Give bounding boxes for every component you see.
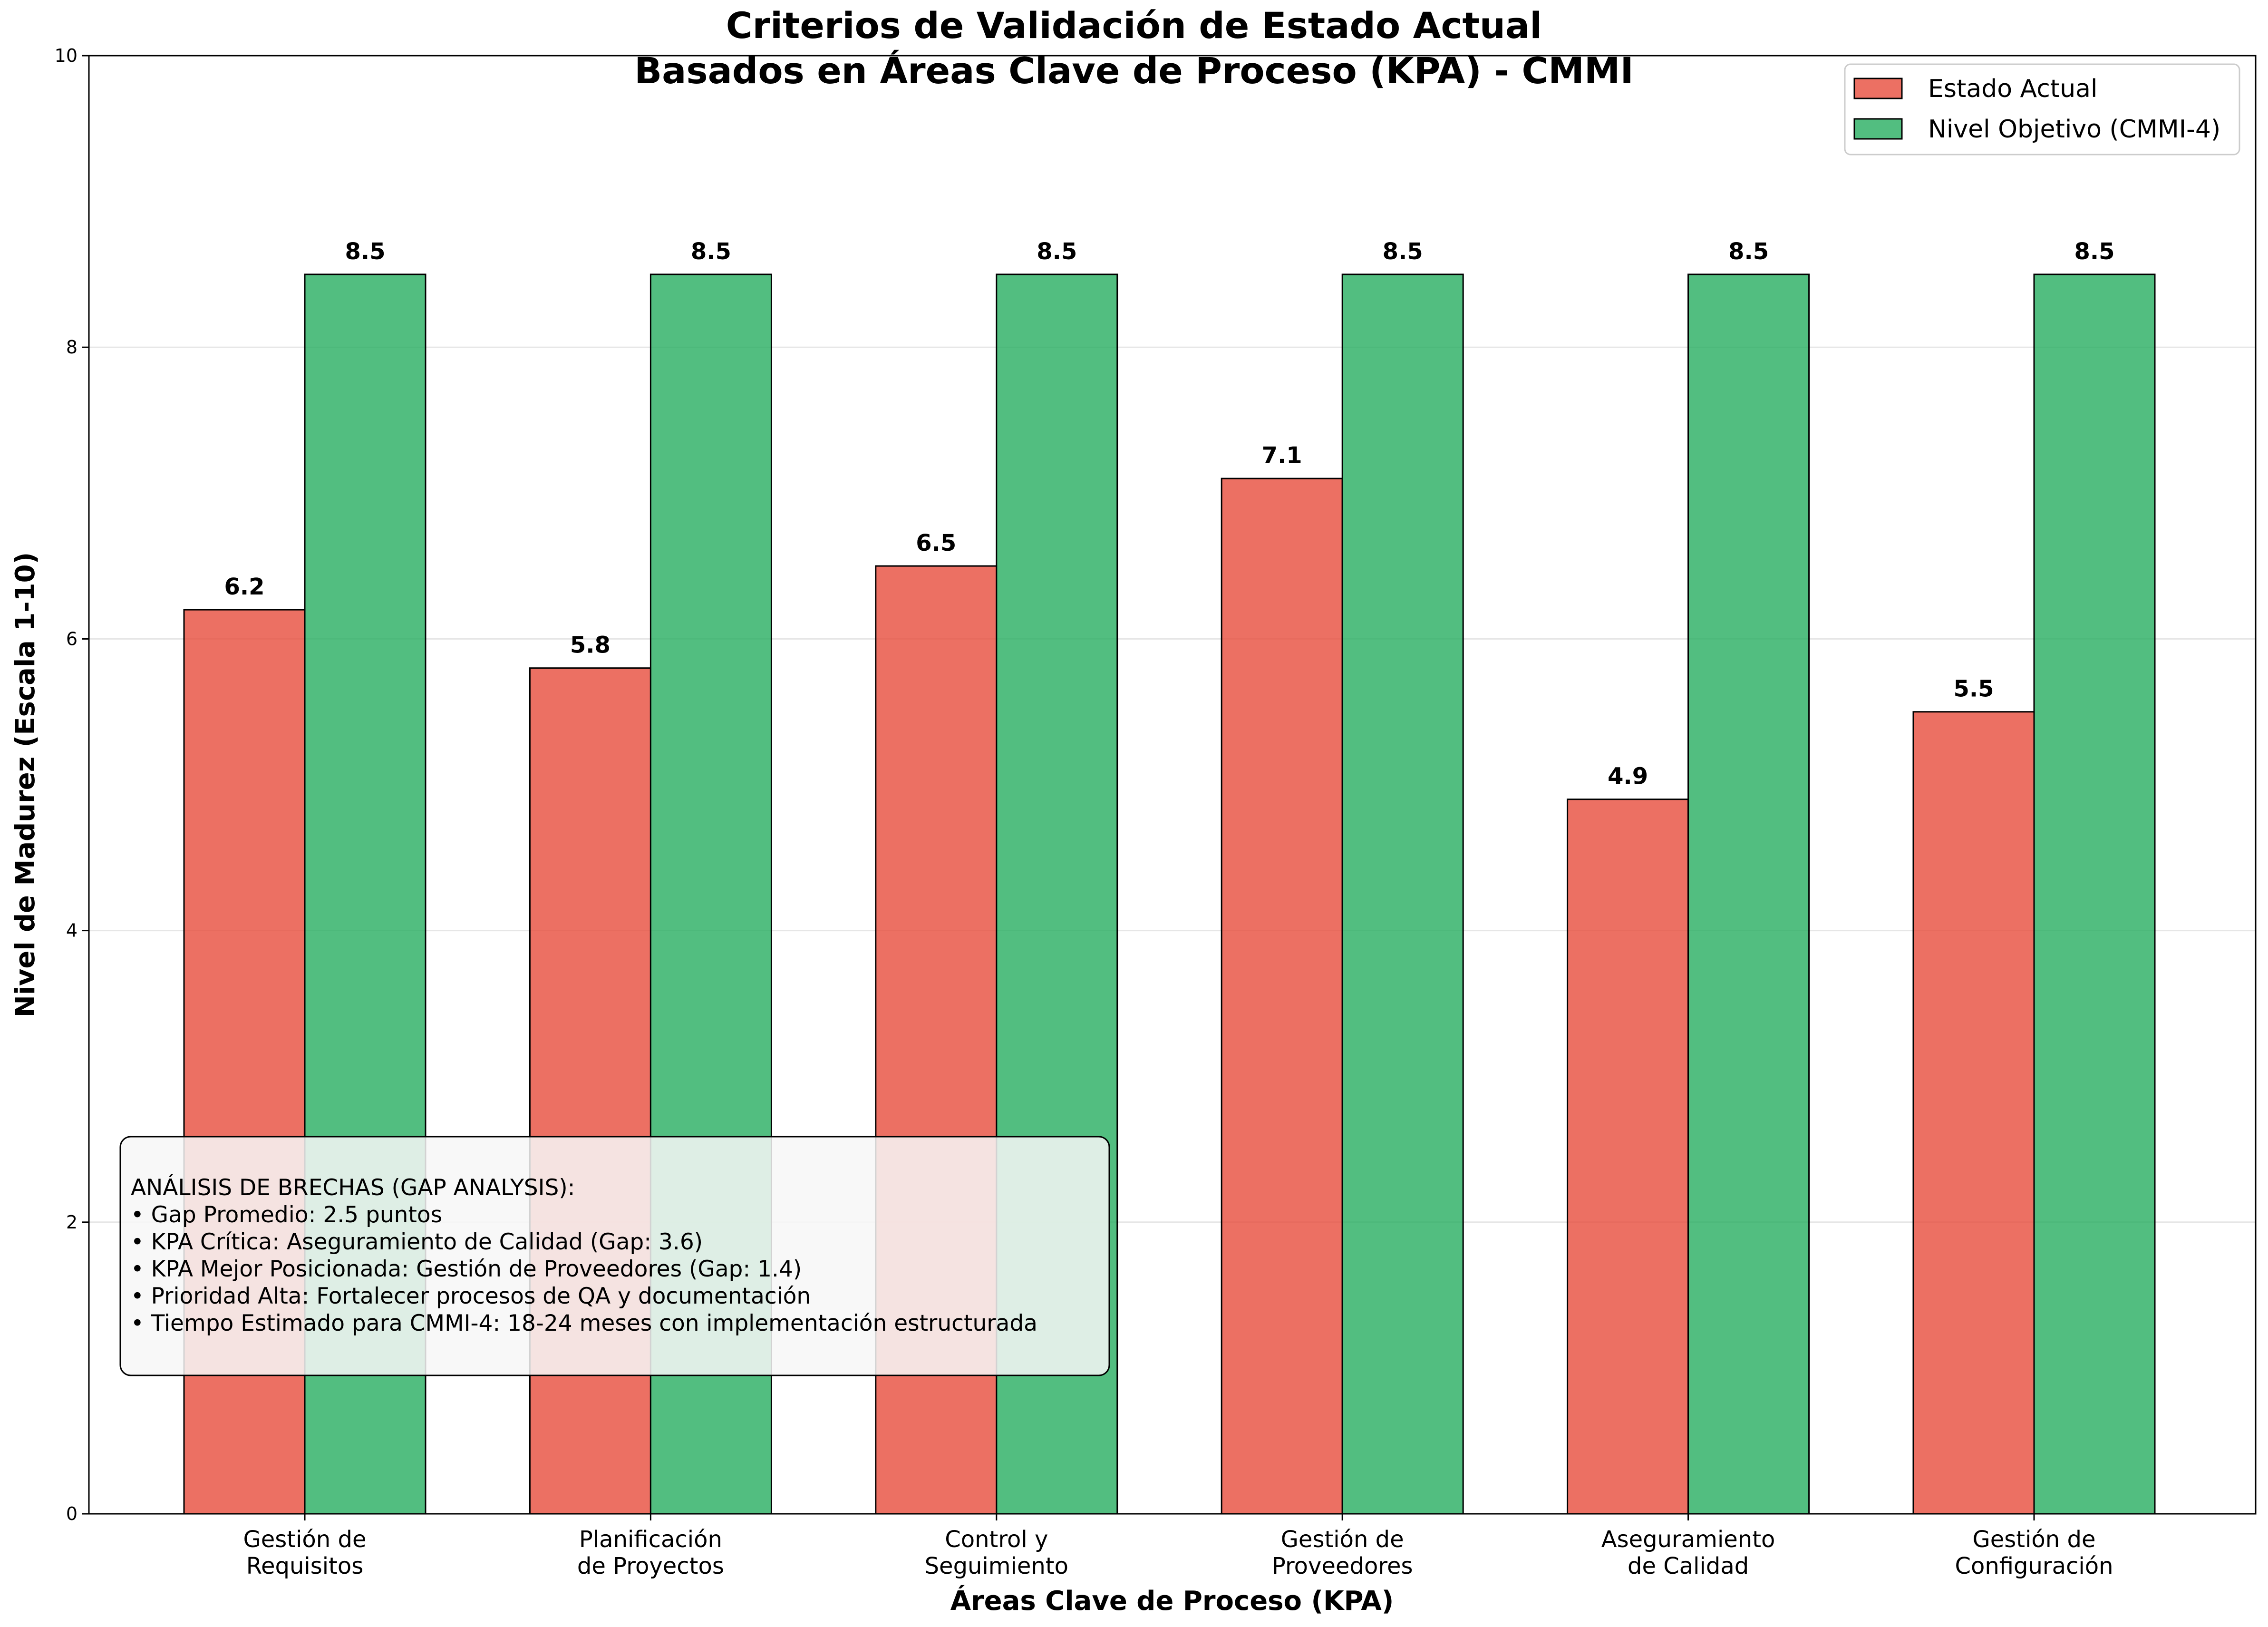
bar-value-label: 8.5 bbox=[1037, 238, 1077, 265]
bar-value-label: 8.5 bbox=[1728, 238, 1769, 265]
x-tick-label: Requisitos bbox=[246, 1553, 364, 1579]
y-axis-label: Nivel de Madurez (Escala 1-10) bbox=[10, 552, 41, 1017]
x-axis-label: Áreas Clave de Proceso (KPA) bbox=[950, 1586, 1394, 1617]
value-labels: 6.2 8.5 5.8 8.5 6.5 8.5 7.1 8.5 4.9 8.5 5.5 8.5 bbox=[224, 238, 2114, 790]
x-tick-label: Control y bbox=[945, 1526, 1048, 1553]
x-tick-label: Seguimiento bbox=[925, 1553, 1068, 1579]
legend-swatch-nivel-objetivo bbox=[1853, 118, 1903, 140]
gap-analysis-line: • Prioridad Alta: Fortalecer procesos de… bbox=[131, 1283, 811, 1309]
bar-value-label: 8.5 bbox=[1383, 238, 1423, 265]
gap-analysis-line: • KPA Crítica: Aseguramiento de Calidad … bbox=[131, 1229, 703, 1255]
bar-value-label: 8.5 bbox=[691, 238, 731, 265]
gap-analysis-frame bbox=[119, 1136, 1110, 1376]
x-tick-label: Gestión de bbox=[1281, 1526, 1404, 1553]
legend-frame bbox=[1844, 63, 2240, 156]
bar-estado-actual bbox=[1912, 711, 2035, 1515]
gap-analysis-line: • Tiempo Estimado para CMMI-4: 18-24 mes… bbox=[131, 1310, 1037, 1336]
legend-swatch-estado-actual bbox=[1853, 78, 1903, 99]
bar-value-label: 8.5 bbox=[345, 238, 385, 265]
x-tick-label: Gestión de bbox=[1973, 1526, 2096, 1553]
x-tick-label: de Calidad bbox=[1628, 1553, 1749, 1579]
gap-analysis-box: ANÁLISIS DE BRECHAS (GAP ANALYSIS): • Ga… bbox=[119, 1136, 1110, 1376]
chart-subtitle: Basados en Áreas Clave de Proceso (KPA) … bbox=[634, 49, 1634, 92]
bar-value-label: 6.2 bbox=[224, 574, 264, 600]
x-tick-label: Proveedores bbox=[1272, 1553, 1413, 1579]
y-tick-label: 4 bbox=[66, 920, 78, 941]
bar-value-label: 5.8 bbox=[570, 632, 611, 659]
bar-nivel-objetivo bbox=[1687, 273, 1810, 1515]
gap-analysis-line: ANÁLISIS DE BRECHAS (GAP ANALYSIS): bbox=[131, 1175, 575, 1201]
y-tick-label: 10 bbox=[55, 45, 78, 66]
x-tick-label: Gestión de bbox=[243, 1526, 367, 1553]
legend-label-nivel-objetivo: Nivel Objetivo (CMMI-4) bbox=[1928, 115, 2220, 144]
y-axis-ticks: 0 2 4 6 8 10 bbox=[55, 45, 89, 1524]
bar-value-label: 8.5 bbox=[2074, 238, 2114, 265]
y-tick-label: 6 bbox=[66, 628, 78, 649]
bar-nivel-objetivo bbox=[2033, 273, 2156, 1515]
legend: Estado Actual Nivel Objetivo (CMMI-4) bbox=[1844, 63, 2240, 156]
bar-estado-actual bbox=[1567, 799, 1689, 1515]
bar-estado-actual bbox=[1221, 477, 1343, 1515]
gap-analysis-line: • KPA Mejor Posicionada: Gestión de Prov… bbox=[131, 1256, 802, 1282]
plot-frame bbox=[88, 55, 2257, 1515]
y-tick-label: 8 bbox=[66, 337, 78, 358]
y-tick-label: 2 bbox=[66, 1212, 78, 1233]
gap-analysis-line: • Gap Promedio: 2.5 puntos bbox=[131, 1202, 442, 1228]
legend-label-estado-actual: Estado Actual bbox=[1928, 75, 2097, 103]
bar-value-label: 5.5 bbox=[1953, 676, 1994, 702]
bar-nivel-objetivo bbox=[1341, 273, 1464, 1515]
x-tick-label: Aseguramiento bbox=[1601, 1526, 1775, 1553]
bar-value-label: 6.5 bbox=[916, 530, 956, 556]
x-tick-label: Configuración bbox=[1955, 1553, 2113, 1579]
x-tick-label: Planificación bbox=[579, 1526, 722, 1553]
bar-value-label: 4.9 bbox=[1608, 763, 1648, 790]
bar-value-label: 7.1 bbox=[1262, 442, 1302, 469]
y-tick-label: 0 bbox=[66, 1503, 78, 1524]
x-tick-label: de Proyectos bbox=[577, 1553, 724, 1579]
chart-title: Criterios de Validación de Estado Actual bbox=[726, 4, 1542, 47]
bar-estado-actual bbox=[183, 609, 306, 1515]
bar-estado-actual bbox=[529, 667, 651, 1515]
